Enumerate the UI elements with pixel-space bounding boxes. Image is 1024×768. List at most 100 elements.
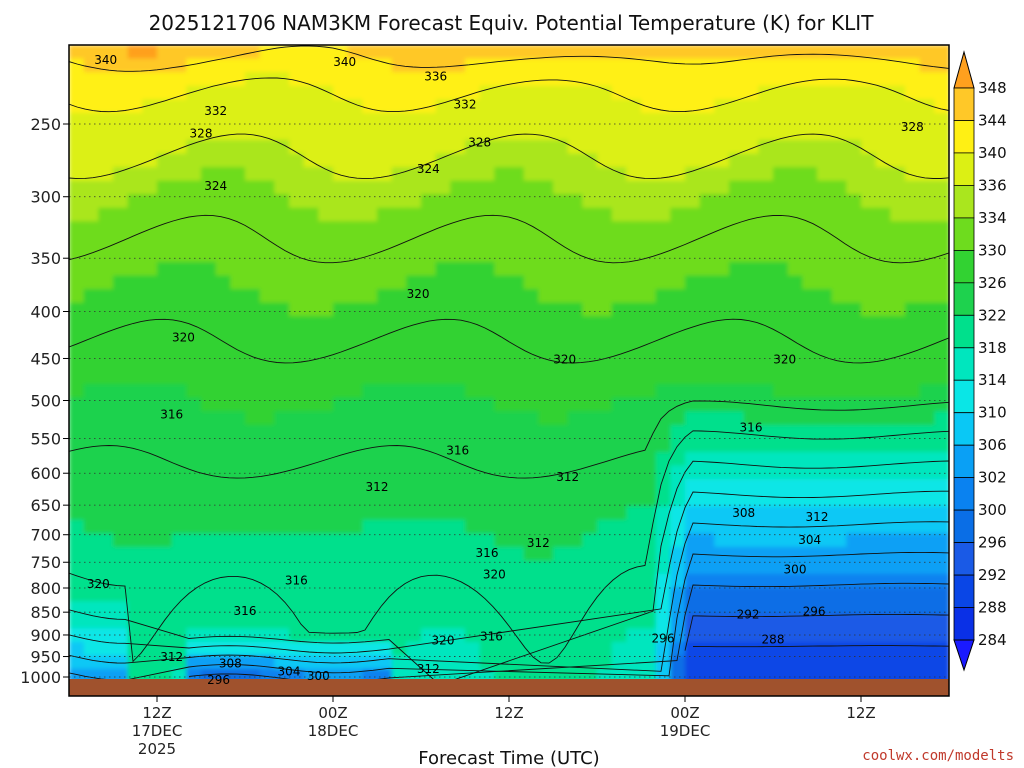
field-cell bbox=[157, 601, 173, 616]
field-cell bbox=[641, 573, 657, 589]
field-cell bbox=[465, 641, 481, 657]
field-cell bbox=[347, 506, 364, 521]
field-cell bbox=[773, 533, 789, 548]
field-cell bbox=[890, 370, 906, 385]
field-cell bbox=[245, 451, 261, 467]
field-cell bbox=[171, 45, 188, 60]
field-cell bbox=[773, 180, 789, 195]
field-cell bbox=[362, 289, 378, 304]
field-cell bbox=[685, 370, 701, 385]
field-cell bbox=[362, 465, 378, 480]
field-cell bbox=[787, 302, 804, 318]
contour-label-text: 316 bbox=[285, 573, 308, 587]
contour-label: 316 bbox=[160, 408, 183, 422]
field-cell bbox=[303, 479, 320, 494]
field-cell bbox=[83, 560, 100, 575]
field-cell bbox=[113, 601, 129, 616]
field-cell bbox=[69, 492, 85, 507]
field-cell bbox=[626, 546, 642, 562]
field-cell bbox=[509, 167, 525, 182]
field-cell bbox=[714, 99, 730, 114]
field-cell bbox=[289, 275, 305, 290]
field-cell bbox=[773, 167, 789, 182]
field-cell bbox=[435, 356, 452, 372]
field-cell bbox=[171, 397, 188, 412]
field-cell bbox=[582, 573, 598, 589]
field-cell bbox=[377, 601, 393, 616]
field-cell bbox=[83, 655, 100, 670]
field-cell bbox=[494, 99, 510, 114]
field-cell bbox=[215, 587, 232, 602]
field-cell bbox=[259, 85, 276, 101]
field-cell bbox=[318, 628, 334, 643]
field-cell bbox=[421, 641, 437, 657]
field-cell bbox=[919, 506, 936, 521]
field-cell bbox=[831, 411, 848, 426]
field-cell bbox=[450, 438, 466, 453]
field-cell bbox=[377, 546, 393, 562]
field-cell bbox=[802, 479, 818, 494]
field-cell bbox=[347, 479, 364, 494]
field-cell bbox=[714, 302, 730, 318]
field-cell bbox=[641, 180, 657, 195]
field-cell bbox=[758, 465, 774, 480]
field-cell bbox=[861, 139, 877, 155]
field-cell bbox=[567, 207, 584, 223]
field-cell bbox=[714, 560, 730, 575]
field-cell bbox=[714, 85, 730, 101]
field-cell bbox=[597, 451, 613, 467]
field-cell bbox=[479, 126, 496, 141]
field-cell bbox=[787, 126, 804, 141]
field-cell bbox=[787, 451, 804, 467]
field-cell bbox=[802, 411, 818, 426]
x-tick-label: 12Z bbox=[494, 704, 523, 722]
field-cell bbox=[215, 384, 232, 399]
field-cell bbox=[655, 384, 672, 399]
field-cell bbox=[802, 601, 818, 616]
field-cell bbox=[142, 601, 158, 616]
field-cell bbox=[303, 262, 320, 277]
field-cell bbox=[582, 533, 598, 548]
field-cell bbox=[83, 356, 100, 372]
field-cell bbox=[318, 424, 334, 440]
field-cell bbox=[597, 573, 613, 589]
field-cell bbox=[817, 262, 833, 277]
field-cell bbox=[391, 628, 408, 643]
field-cell bbox=[875, 167, 892, 182]
field-cell bbox=[113, 302, 129, 318]
field-cell bbox=[83, 99, 100, 114]
contour-label-text: 300 bbox=[784, 563, 807, 577]
field-cell bbox=[157, 58, 173, 73]
field-cell bbox=[494, 58, 510, 73]
field-cell bbox=[113, 546, 129, 562]
field-cell bbox=[377, 533, 393, 548]
field-cell bbox=[699, 601, 716, 616]
field-cell bbox=[905, 139, 921, 155]
field-cell bbox=[186, 153, 202, 168]
field-cell bbox=[626, 58, 642, 73]
field-cell bbox=[127, 262, 144, 277]
field-cell bbox=[450, 289, 466, 304]
field-cell bbox=[479, 316, 496, 331]
field-cell bbox=[787, 628, 804, 643]
field-cell bbox=[890, 99, 906, 114]
field-cell bbox=[890, 424, 906, 440]
field-cell bbox=[377, 194, 393, 209]
contour-label-text: 312 bbox=[806, 510, 829, 524]
field-cell bbox=[699, 573, 716, 589]
field-cell bbox=[802, 275, 818, 290]
field-cell bbox=[861, 329, 877, 345]
contour-label-text: 328 bbox=[468, 136, 491, 150]
field-cell bbox=[421, 167, 437, 182]
field-cell bbox=[201, 601, 217, 616]
field-cell bbox=[245, 601, 261, 616]
field-cell bbox=[362, 167, 378, 182]
field-cell bbox=[890, 153, 906, 168]
field-cell bbox=[435, 628, 452, 643]
field-cell bbox=[919, 533, 936, 548]
field-cell bbox=[729, 167, 745, 182]
field-cell bbox=[83, 573, 100, 589]
field-cell bbox=[362, 641, 378, 657]
field-cell bbox=[406, 126, 422, 141]
field-cell bbox=[435, 573, 452, 589]
